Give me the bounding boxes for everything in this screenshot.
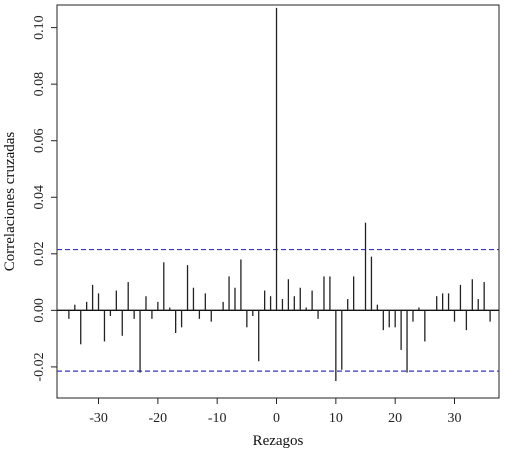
y-axis-title: Correlaciones cruzadas: [2, 132, 18, 272]
x-axis-title: Rezagos: [253, 433, 304, 449]
x-tick-label: 10: [329, 411, 343, 426]
y-tick-label: 0.08: [32, 72, 47, 97]
x-tick-label: -10: [208, 411, 227, 426]
y-tick-label: 0.04: [32, 185, 47, 210]
x-tick-label: -30: [89, 411, 108, 426]
confidence-bounds: [57, 248, 499, 372]
x-tick-label: 30: [448, 411, 462, 426]
plot-area: [56, 4, 500, 399]
x-tick-label: 0: [273, 411, 280, 426]
y-tick-label: 0.00: [32, 298, 47, 323]
x-axis: -30 -20 -10 0 10 20 30: [89, 398, 462, 426]
y-tick-label: 0.02: [32, 242, 47, 267]
y-tick-label: 0.10: [32, 15, 47, 40]
x-tick-label: 20: [388, 411, 402, 426]
y-axis: -0.02 0.00 0.02 0.04 0.06 0.08 0.10: [32, 15, 57, 381]
x-tick-label: -20: [149, 411, 168, 426]
y-tick-label: -0.02: [32, 352, 47, 381]
correlation-bars: [68, 7, 491, 382]
plot-frame: [56, 4, 500, 399]
y-tick-label: 0.06: [32, 128, 47, 153]
